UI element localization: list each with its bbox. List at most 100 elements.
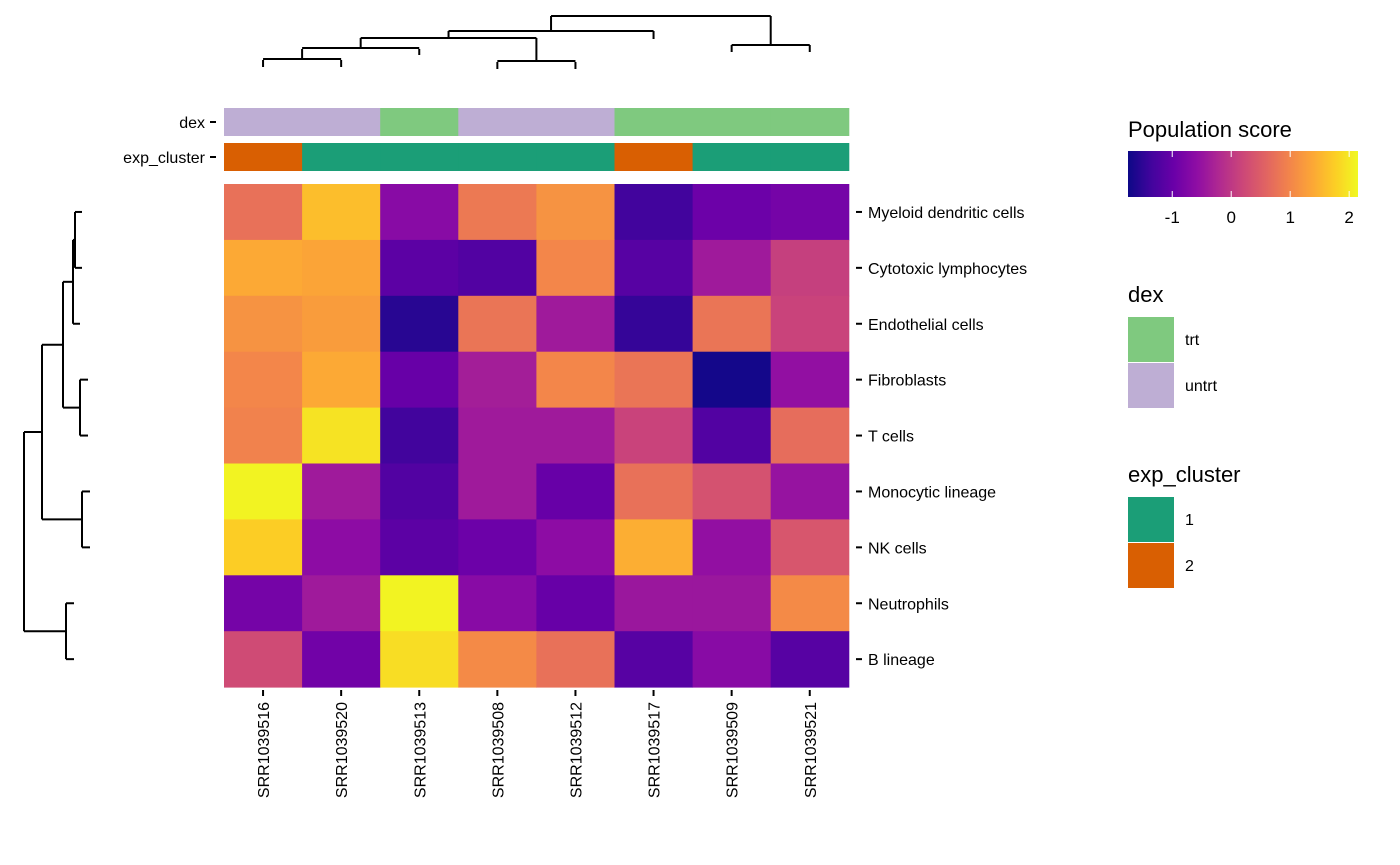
heatmap-cell [536,575,615,632]
heatmap-cell [302,184,381,241]
legend-swatch [1128,497,1174,542]
colorbar-tick-label: 1 [1285,208,1294,227]
heatmap-cell [224,239,303,297]
heatmap-cell [458,295,537,353]
heatmap-cell [224,463,303,520]
heatmap-cell [614,295,694,353]
legend-item-label: untrt [1185,378,1218,395]
heatmap-cell [536,519,615,576]
row-label: Monocytic lineage [868,484,996,501]
row-label: Neutrophils [868,596,949,613]
heatmap-cell [692,463,772,520]
heatmap-cell [380,239,459,297]
column-label: SRR1039520 [334,702,351,798]
colorbar-tick-label: 2 [1344,208,1353,227]
heatmap-cells [224,184,850,688]
heatmap-cell [692,184,772,241]
legend-swatch [1128,543,1174,588]
annotation-label-exp_cluster: exp_cluster [123,150,205,167]
heatmap-cell [614,184,694,241]
heatmap-cell [380,184,459,241]
heatmap-cell [692,239,772,297]
annotation-cell-exp_cluster [614,143,694,171]
heatmap-cell [536,351,615,409]
heatmap-cell [692,351,772,409]
legend-item-label: 1 [1185,512,1194,529]
heatmap-cell [614,631,694,688]
heatmap-cell [380,407,459,464]
colorbar-tick-label: 0 [1226,208,1235,227]
heatmap-cell [302,239,381,297]
heatmap-cell [224,351,303,409]
column-label: SRR1039521 [803,702,820,798]
row-label: Fibroblasts [868,373,946,390]
legend-title: dex [1128,282,1163,307]
annotation-cell-dex [692,108,772,136]
heatmap-cell [458,463,537,520]
colorbar [1128,151,1358,197]
heatmap-cell [614,575,694,632]
annotation-cell-dex [770,108,850,136]
heatmap-cell [302,575,381,632]
row-label: NK cells [868,540,927,557]
heatmap-cell [380,631,459,688]
heatmap-cell [614,463,694,520]
legend-item-label: 2 [1185,558,1194,575]
heatmap-cell [458,184,537,241]
legend-swatch [1128,317,1174,362]
heatmap-cell [458,575,537,632]
heatmap-cell [302,295,381,353]
heatmap-cell [302,407,381,464]
heatmap-cell [536,239,615,297]
column-label: SRR1039513 [412,702,429,798]
heatmap-cell [770,631,850,688]
colorbar-tick-label: -1 [1165,208,1180,227]
heatmap-cell [380,519,459,576]
heatmap-cell [458,351,537,409]
colorbar-title: Population score [1128,117,1292,142]
legend-title: exp_cluster [1128,462,1241,487]
heatmap-cell [224,575,303,632]
annotation-cell-dex [458,108,537,136]
categorical-legends: dex trt untrt exp_cluster 1 2 [1128,282,1241,588]
legend: Population score -1 0 1 2 dex trt untrt exp_cl… [1128,117,1358,588]
annotation-cell-exp_cluster [692,143,772,171]
heatmap-cell [302,351,381,409]
heatmap-cell [770,184,850,241]
heatmap-cell [224,184,303,241]
annotation-label-dex: dex [179,115,205,132]
row-label: Myeloid dendritic cells [868,205,1025,222]
heatmap-cell [770,407,850,464]
row-label: T cells [868,429,914,446]
heatmap-cell [770,575,850,632]
heatmap-cell [302,519,381,576]
annotation-cell-dex [380,108,459,136]
heatmap-cell [458,519,537,576]
heatmap-cell [692,295,772,353]
colorbar-ticks: -1 0 1 2 [1165,151,1354,227]
heatmap-cell [458,631,537,688]
heatmap-cell [380,295,459,353]
heatmap-cell [458,239,537,297]
heatmap-cell [770,519,850,576]
legend-item-label: trt [1185,332,1200,349]
annotation-cell-exp_cluster [224,143,303,171]
legend-swatch [1128,363,1174,408]
annotation-cell-exp_cluster [536,143,615,171]
heatmap-cell [224,295,303,353]
heatmap-cell [302,631,381,688]
heatmap-cell [770,351,850,409]
row-dendrogram [23,210,90,661]
heatmap-cell [536,295,615,353]
heatmap-cell [458,407,537,464]
row-label: Cytotoxic lymphocytes [868,261,1027,278]
annotation-cell-exp_cluster [302,143,381,171]
heatmap-cell [692,519,772,576]
heatmap-cell [302,463,381,520]
heatmap-cell [614,407,694,464]
heatmap-cell [536,631,615,688]
heatmap-cell [770,239,850,297]
heatmap-cell [614,239,694,297]
heatmap-cell [536,463,615,520]
